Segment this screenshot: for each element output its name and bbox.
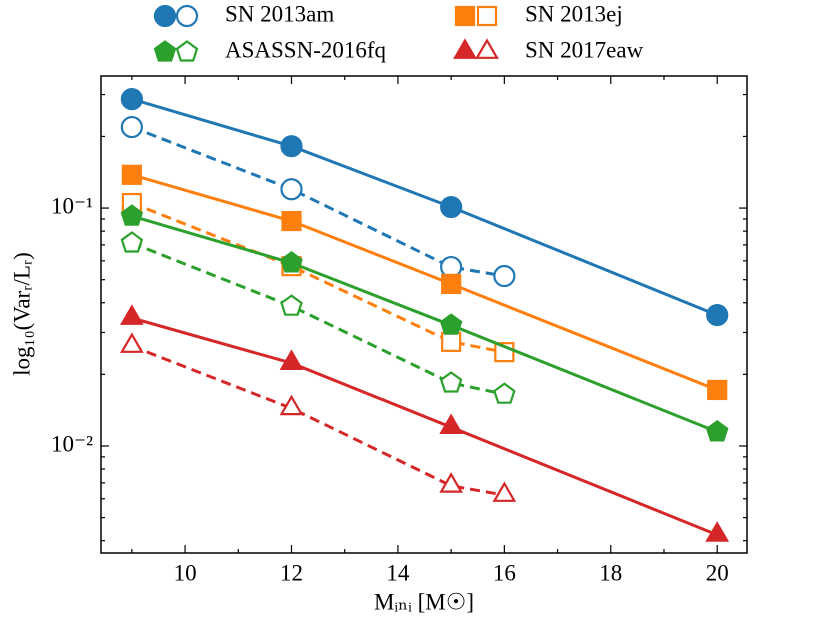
point [121,164,142,185]
point [120,204,144,226]
point [120,231,144,253]
series-line [131,316,718,537]
point [492,481,517,502]
x-tick-label: 12 [280,560,303,585]
y-tick-label: 10⁻² [51,431,93,456]
point [493,382,516,404]
point [439,472,464,493]
legend-marker [175,40,199,62]
point [706,303,729,327]
point [707,379,728,401]
y-axis-label: log₁₀(Varᵣ/Lᵣ) [9,252,34,376]
x-tick-label: 14 [386,560,410,585]
series-line [131,214,718,434]
series-line [131,201,505,354]
series-line [131,125,505,278]
legend-marker [175,4,199,28]
point [441,273,462,295]
legend-label: SN 2017eaw [525,37,644,62]
point [281,210,302,232]
point [280,294,303,316]
point [280,135,303,158]
point [439,371,463,393]
x-axis-label: Mᵢₙᵢ [M☉] [374,589,474,614]
point [280,178,303,201]
x-tick-label: 10 [174,560,197,585]
legend-label: SN 2013ej [525,1,623,26]
x-tick-label: 16 [493,560,516,585]
point [439,413,464,434]
y-tick-label: 10⁻¹ [51,193,93,218]
series-line [131,344,505,497]
point [705,521,730,542]
legend-marker [454,5,476,27]
legend-marker [153,4,177,28]
series-line [131,241,505,396]
legend-marker [153,40,177,62]
point [439,313,463,335]
x-tick-label: 20 [706,560,729,585]
point [120,115,143,139]
x-tick-label: 18 [599,560,622,585]
series-line [131,97,718,317]
point [120,88,143,111]
point [119,332,144,353]
legend-label: ASASSN-2016fq [225,37,387,62]
legend-label: SN 2013am [225,1,334,26]
legend-marker [453,38,477,59]
legend-marker [476,5,498,27]
point [440,195,463,219]
point [279,349,304,370]
point [705,420,729,442]
plot-frame [100,75,748,554]
point [280,251,303,273]
point [119,304,144,325]
point [441,331,462,352]
legend-marker [475,38,499,59]
point [493,264,516,288]
point [279,394,304,416]
series-line [131,173,718,392]
